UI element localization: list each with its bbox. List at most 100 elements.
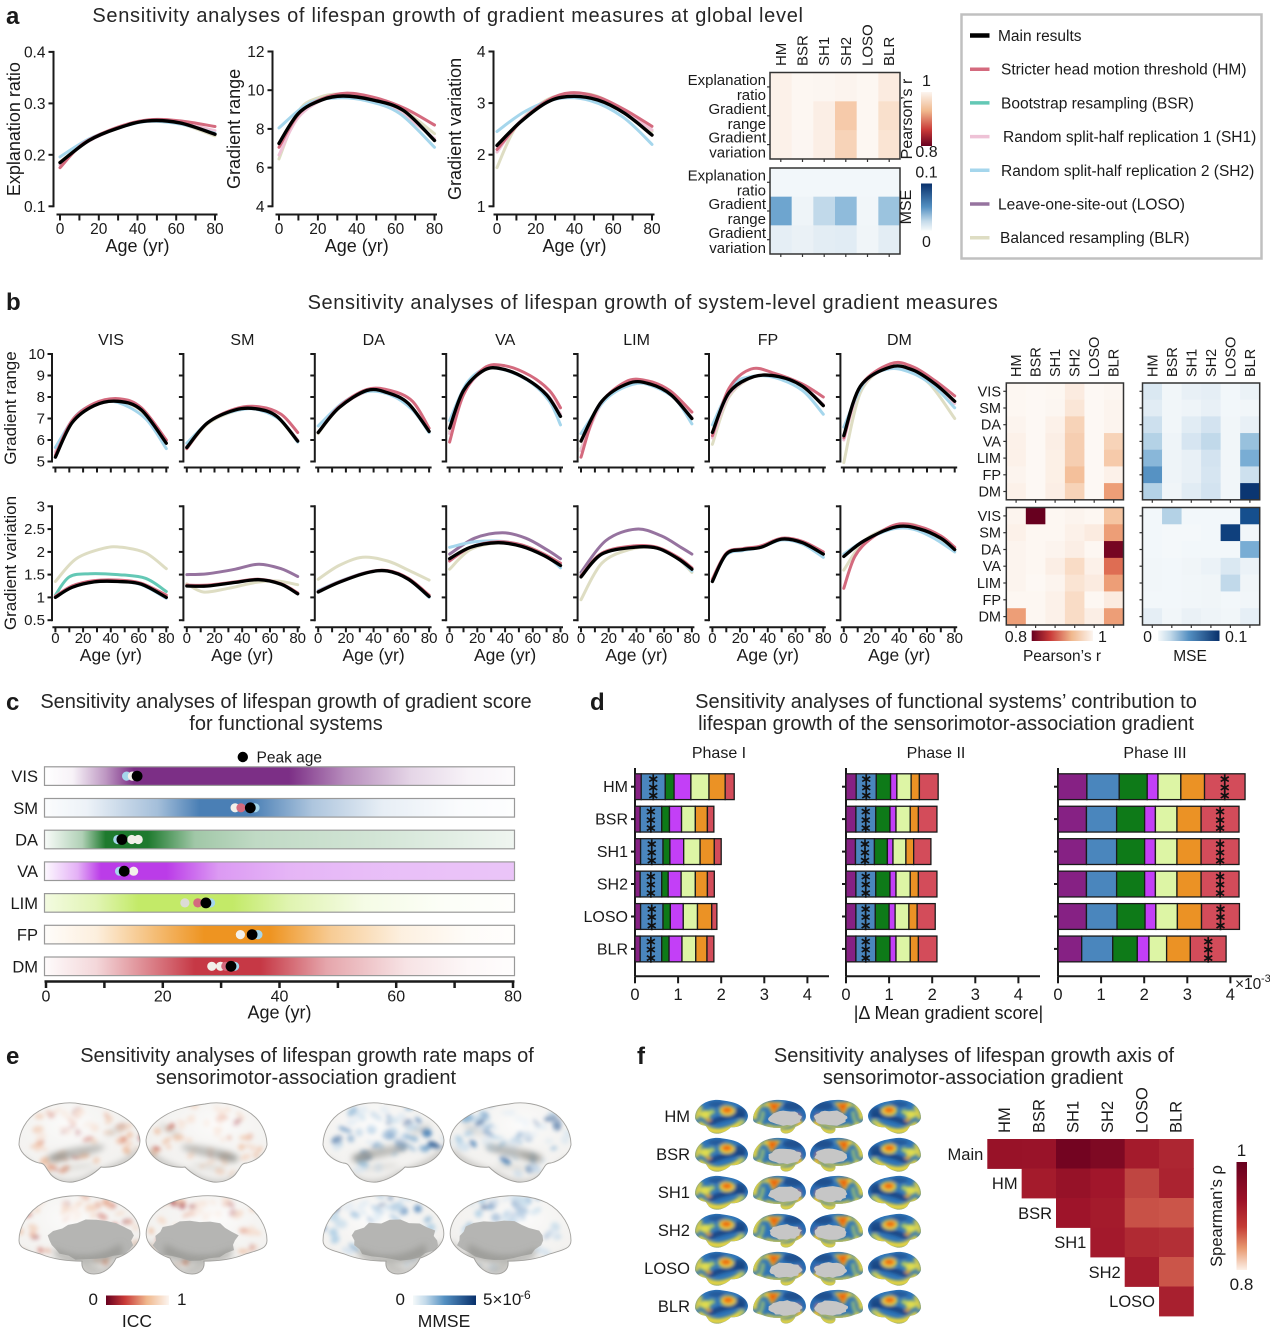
svg-text:1: 1 bbox=[37, 589, 45, 606]
svg-text:8: 8 bbox=[256, 121, 265, 138]
svg-text:20: 20 bbox=[309, 221, 327, 238]
svg-text:2: 2 bbox=[477, 147, 486, 164]
svg-text:1.5: 1.5 bbox=[24, 567, 45, 584]
svg-text:80: 80 bbox=[552, 630, 569, 647]
svg-text:60: 60 bbox=[262, 630, 279, 647]
svg-text:∗: ∗ bbox=[1214, 820, 1226, 836]
svg-text:DA: DA bbox=[363, 332, 386, 349]
svg-text:40: 40 bbox=[365, 630, 382, 647]
svg-text:∗: ∗ bbox=[860, 917, 872, 933]
svg-text:0: 0 bbox=[840, 630, 848, 647]
svg-text:0: 0 bbox=[183, 630, 191, 647]
svg-text:∗: ∗ bbox=[646, 844, 658, 860]
svg-text:60: 60 bbox=[387, 989, 405, 1006]
svg-text:20: 20 bbox=[338, 630, 355, 647]
svg-text:2: 2 bbox=[1140, 986, 1149, 1004]
svg-text:60: 60 bbox=[605, 221, 623, 238]
svg-text:VA: VA bbox=[495, 332, 515, 349]
svg-text:∗: ∗ bbox=[1215, 909, 1227, 925]
svg-text:Gradient: Gradient bbox=[708, 196, 766, 213]
svg-text:40: 40 bbox=[759, 630, 776, 647]
svg-text:Pearson’s r: Pearson’s r bbox=[899, 78, 916, 159]
svg-text:0: 0 bbox=[493, 221, 502, 238]
svg-text:DM: DM bbox=[887, 332, 912, 349]
svg-text:20: 20 bbox=[732, 630, 749, 647]
svg-text:sensorimotor-association gradi: sensorimotor-association gradient bbox=[823, 1067, 1124, 1089]
svg-text:20: 20 bbox=[206, 630, 223, 647]
svg-text:Age (yr): Age (yr) bbox=[325, 236, 389, 256]
svg-text:∗: ∗ bbox=[859, 836, 871, 852]
svg-text:0: 0 bbox=[922, 234, 931, 251]
svg-text:∗: ∗ bbox=[647, 787, 659, 803]
svg-text:Gradient: Gradient bbox=[708, 130, 766, 147]
svg-text:sensorimotor-association gradi: sensorimotor-association gradient bbox=[156, 1067, 457, 1089]
svg-text:∗: ∗ bbox=[646, 836, 658, 852]
svg-text:∗: ∗ bbox=[860, 949, 872, 965]
svg-text:4: 4 bbox=[803, 986, 812, 1004]
svg-text:20: 20 bbox=[600, 630, 617, 647]
svg-text:Bootstrap resampling (BSR): Bootstrap resampling (BSR) bbox=[1001, 95, 1194, 112]
svg-text:FP: FP bbox=[982, 593, 1001, 609]
svg-text:BLR: BLR bbox=[1168, 1101, 1186, 1133]
svg-text:∗: ∗ bbox=[1214, 836, 1226, 852]
svg-text:VIS: VIS bbox=[11, 768, 38, 786]
svg-text:Age (yr): Age (yr) bbox=[342, 645, 404, 665]
svg-text:Peak age: Peak age bbox=[257, 750, 323, 767]
svg-text:80: 80 bbox=[684, 630, 701, 647]
svg-text:VA: VA bbox=[17, 863, 38, 881]
svg-text:|Δ Mean gradient score|: |Δ Mean gradient score| bbox=[854, 1003, 1043, 1023]
svg-text:BSR: BSR bbox=[1029, 347, 1045, 377]
svg-text:1: 1 bbox=[177, 1290, 186, 1309]
svg-text:80: 80 bbox=[158, 630, 175, 647]
svg-text:BLR: BLR bbox=[658, 1298, 690, 1316]
svg-text:∗: ∗ bbox=[860, 941, 872, 957]
svg-text:4: 4 bbox=[1226, 986, 1235, 1004]
svg-text:SM: SM bbox=[230, 332, 254, 349]
svg-text:0.8: 0.8 bbox=[915, 144, 937, 161]
svg-text:2: 2 bbox=[928, 986, 937, 1004]
svg-text:SH2: SH2 bbox=[597, 877, 628, 894]
svg-text:Gradient range: Gradient range bbox=[224, 69, 244, 189]
svg-text:∗: ∗ bbox=[860, 933, 872, 949]
svg-text:∗: ∗ bbox=[645, 885, 657, 901]
svg-text:Age (yr): Age (yr) bbox=[868, 645, 930, 665]
svg-text:0: 0 bbox=[314, 630, 322, 647]
svg-text:LOSO: LOSO bbox=[860, 24, 877, 66]
svg-text:3: 3 bbox=[971, 986, 980, 1004]
svg-text:range: range bbox=[728, 211, 766, 228]
svg-text:0: 0 bbox=[708, 630, 716, 647]
svg-text:LIM: LIM bbox=[977, 451, 1001, 467]
svg-text:Gradient: Gradient bbox=[708, 101, 766, 118]
svg-text:Sensitivity analyses of lifesp: Sensitivity analyses of lifespan growth … bbox=[774, 1045, 1175, 1067]
svg-text:∗: ∗ bbox=[1214, 885, 1226, 901]
svg-text:0: 0 bbox=[630, 986, 639, 1004]
svg-text:Sensitivity analyses of lifesp: Sensitivity analyses of lifespan growth … bbox=[308, 292, 999, 314]
svg-text:DM: DM bbox=[12, 958, 38, 976]
svg-text:∗: ∗ bbox=[1214, 876, 1226, 892]
svg-text:20: 20 bbox=[154, 989, 172, 1006]
svg-text:0.3: 0.3 bbox=[24, 96, 46, 113]
svg-text:SH2: SH2 bbox=[1068, 349, 1084, 377]
svg-text:40: 40 bbox=[129, 221, 147, 238]
svg-text:HM: HM bbox=[1009, 354, 1025, 377]
svg-text:60: 60 bbox=[168, 221, 186, 238]
svg-text:40: 40 bbox=[102, 630, 119, 647]
svg-text:60: 60 bbox=[524, 630, 541, 647]
svg-text:4: 4 bbox=[1014, 986, 1023, 1004]
svg-text:∗: ∗ bbox=[860, 909, 872, 925]
svg-text:1: 1 bbox=[1237, 1141, 1246, 1160]
svg-text:FP: FP bbox=[17, 927, 38, 945]
svg-text:∗: ∗ bbox=[860, 900, 872, 916]
svg-text:1: 1 bbox=[885, 986, 894, 1004]
svg-text:variation: variation bbox=[709, 240, 766, 257]
svg-text:12: 12 bbox=[247, 44, 264, 61]
svg-text:DA: DA bbox=[15, 832, 38, 850]
svg-text:∗: ∗ bbox=[860, 787, 872, 803]
svg-text:60: 60 bbox=[787, 630, 804, 647]
svg-text:80: 80 bbox=[426, 221, 444, 238]
svg-text:Sensitivity analyses of lifesp: Sensitivity analyses of lifespan growth … bbox=[92, 5, 803, 27]
svg-text:4: 4 bbox=[256, 199, 265, 216]
svg-text:∗: ∗ bbox=[860, 876, 872, 892]
svg-text:∗: ∗ bbox=[646, 917, 658, 933]
svg-text:6: 6 bbox=[37, 432, 45, 449]
